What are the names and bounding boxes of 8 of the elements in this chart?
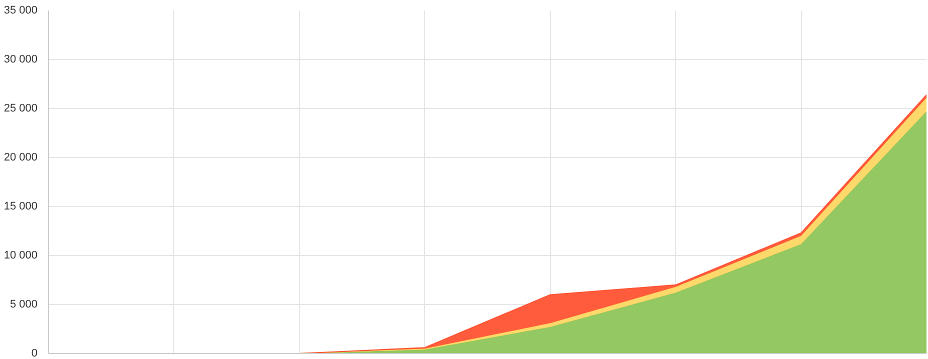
y-tick-label: 15 000 <box>4 200 38 212</box>
y-tick-label: 0 <box>31 348 38 359</box>
y-tick-label: 20 000 <box>4 152 38 164</box>
y-tick-label: 25 000 <box>4 102 38 114</box>
y-tick-label: 5 000 <box>10 298 38 310</box>
y-tick-label: 30 000 <box>4 54 38 66</box>
y-tick-label: 35 000 <box>4 4 38 16</box>
y-tick-label: 10 000 <box>4 250 38 262</box>
